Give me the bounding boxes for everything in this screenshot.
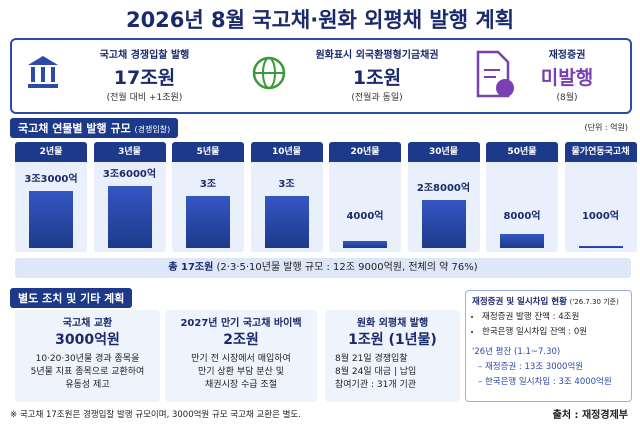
note: (전월 대비 +1조원) bbox=[106, 93, 183, 103]
status-heading: 재정증권 및 일시차입 현황 ('26.7.30 기준) bbox=[472, 295, 625, 307]
value-label: 1000억 bbox=[581, 211, 620, 222]
box-line: 8월 21일 경쟁입찰 bbox=[335, 354, 408, 364]
status-title: 재정증권 및 일시차입 현황 bbox=[472, 297, 567, 307]
bank-icon bbox=[28, 56, 58, 88]
box-line: 유동성 제고 bbox=[65, 380, 110, 390]
bar bbox=[578, 246, 623, 248]
status-panel: 재정증권 및 일시차입 현황 ('26.7.30 기준) 재정증권 발행 잔액 … bbox=[465, 290, 632, 402]
box-line: 채권시장 수급 조절 bbox=[205, 380, 277, 390]
card-label: 50년물 bbox=[486, 142, 558, 162]
value-label: 3조 bbox=[199, 179, 217, 191]
status-date: ('26.7.30 기준) bbox=[569, 298, 619, 306]
box-amount: 1조원 (1년물) bbox=[348, 332, 437, 348]
title: 2026년 8월 국고채·원화 외평채 발행 계획 bbox=[125, 8, 515, 32]
issuance-card: 5년물 3조 bbox=[172, 142, 244, 252]
balance-list: 재정증권 발행 잔액 : 4조원한국은행 일시차입 잔액 : 0원 bbox=[472, 310, 625, 337]
bar bbox=[343, 241, 387, 248]
box-line: 참여기관 : 31개 기관 bbox=[335, 380, 417, 390]
avg-title: '26년 평잔 (1.1~7.30) bbox=[472, 347, 561, 357]
unit: (단위 : 억원) bbox=[584, 123, 628, 132]
total-strip: 총 17조원 (2·3·5·10년물 발행 규모 : 12조 9000억원, 전… bbox=[15, 258, 631, 278]
summary-1: 국고채 경쟁입찰 발행 17조원 (전월 대비 +1조원) bbox=[67, 46, 222, 118]
avg-line: – 한국은행 일시차입 : 3조 4000억원 bbox=[478, 377, 612, 387]
section-header: 국고채 연물별 발행 규모 (경쟁입찰) bbox=[10, 118, 179, 138]
value-label: 3조6000억 bbox=[102, 169, 157, 180]
box-amount: 3000억원 bbox=[55, 332, 120, 348]
bar bbox=[421, 199, 466, 248]
box-line: 8월 24일 대금 | 납입 bbox=[335, 367, 417, 377]
label: 국고채 경쟁입찰 발행 bbox=[99, 50, 190, 61]
card-label: 20년물 bbox=[329, 142, 401, 162]
section-title: 국고채 연물별 발행 규모 bbox=[18, 122, 131, 135]
amount: 1조원 bbox=[352, 67, 402, 89]
avg-line: – 재정증권 : 13조 3000억원 bbox=[478, 362, 584, 372]
note: (전월과 동일) bbox=[351, 93, 403, 103]
card-label: 3년물 bbox=[93, 142, 166, 162]
section-subtitle: (경쟁입찰) bbox=[134, 125, 171, 134]
box-line: 만기 전 시장에서 매입하여 bbox=[191, 354, 291, 364]
bar bbox=[107, 186, 152, 248]
issuance-card: 2년물 3조3000억 bbox=[15, 142, 87, 252]
card-label: 5년물 bbox=[172, 142, 244, 162]
document-icon bbox=[476, 50, 514, 98]
value-label: 8000억 bbox=[503, 211, 541, 222]
box-line: 만기 상환 부담 분산 및 bbox=[198, 367, 284, 377]
label: 원화표시 외국환평형기금채권 bbox=[315, 50, 439, 61]
issuance-card: 물가연동국고채 1000억 bbox=[564, 142, 637, 252]
bar bbox=[186, 196, 230, 248]
measure-box: 원화 외평채 발행 1조원 (1년물) 8월 21일 경쟁입찰 8월 24일 대금 |… bbox=[325, 310, 460, 402]
source: 출처 : 재정경제부 bbox=[552, 410, 628, 421]
measure-box: 국고채 교환 3000억원 10·20·30년물 경과 종목을 5년물 지표 종목으로… bbox=[15, 310, 160, 402]
avg-list: – 재정증권 : 13조 3000억원 – 한국은행 일시차입 : 3조 4000… bbox=[472, 360, 625, 387]
issuance-card: 30년물 2조8000억 bbox=[407, 142, 480, 252]
card-label: 10년물 bbox=[250, 142, 323, 162]
bar bbox=[500, 234, 544, 248]
balance-item: 재정증권 발행 잔액 : 4조원 bbox=[482, 310, 625, 322]
card-label: 30년물 bbox=[407, 142, 480, 162]
box-line: 5년물 지표 종목으로 교환하여 bbox=[30, 367, 145, 377]
amount: 17조원 bbox=[113, 67, 176, 89]
issuance-card: 50년물 8000억 bbox=[486, 142, 558, 252]
globe-icon bbox=[252, 56, 286, 90]
box-amount: 2조원 bbox=[223, 332, 259, 348]
issuance-card: 10년물 3조 bbox=[250, 142, 323, 252]
card-label: 물가연동국고채 bbox=[564, 142, 637, 162]
summary-box: 국고채 경쟁입찰 발행 17조원 (전월 대비 +1조원) 원화표시 외국환평형기금… bbox=[10, 38, 632, 114]
card-label: 2년물 bbox=[15, 142, 87, 162]
box-title: 국고채 교환 bbox=[62, 318, 113, 329]
section-header: 별도 조치 및 기타 계획 bbox=[10, 288, 133, 308]
total: 총 17조원 bbox=[168, 262, 214, 273]
issuance-card: 3년물 3조6000억 bbox=[93, 142, 166, 252]
value-label: 4000억 bbox=[346, 211, 384, 222]
balance-item: 한국은행 일시차입 잔액 : 0원 bbox=[482, 325, 625, 337]
value-label: 3조3000억 bbox=[24, 174, 78, 186]
bar bbox=[29, 191, 73, 248]
label: 재정증권 bbox=[548, 50, 586, 61]
value-label: 3조 bbox=[278, 179, 295, 191]
value-label: 2조8000억 bbox=[416, 182, 471, 194]
summary-2: 원화표시 외국환평형기금채권 1조원 (전월과 동일) bbox=[292, 46, 462, 118]
amount: 미발행 bbox=[540, 67, 594, 89]
bar bbox=[264, 196, 309, 248]
box-line: 10·20·30년물 경과 종목을 bbox=[35, 354, 140, 364]
footnote: ※ 국고채 17조원은 경쟁입찰 발행 규모이며, 3000억원 규모 국고채 … bbox=[10, 410, 301, 420]
note: (8월) bbox=[556, 93, 578, 103]
total-note: (2·3·5·10년물 발행 규모 : 12조 9000억원, 전체의 약 76… bbox=[216, 262, 478, 273]
issuance-card: 20년물 4000억 bbox=[329, 142, 401, 252]
box-title: 원화 외평채 발행 bbox=[356, 318, 429, 329]
box-title: 2027년 만기 국고채 바이백 bbox=[180, 318, 302, 329]
